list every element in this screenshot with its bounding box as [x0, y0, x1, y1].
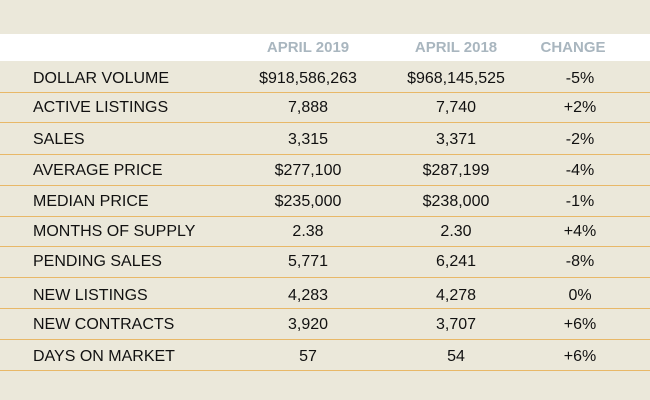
value-april-2018: 4,278 [435, 287, 477, 304]
row-divider [0, 308, 650, 309]
row-label: NEW CONTRACTS [33, 316, 175, 333]
value-april-2018: 6,241 [435, 253, 477, 270]
row-label: MEDIAN PRICE [33, 193, 149, 210]
column-header-april-2018: APRIL 2018 [414, 39, 498, 56]
row-label: DOLLAR VOLUME [33, 70, 170, 87]
row-divider [0, 246, 650, 247]
value-april-2018: 54 [447, 348, 465, 365]
row-label: MONTHS OF SUPPLY [33, 223, 196, 240]
row-divider [0, 122, 650, 123]
value-april-2018: 3,371 [435, 131, 477, 148]
row-label: AVERAGE PRICE [33, 162, 163, 179]
value-change: +4% [563, 223, 597, 240]
table-row: DOLLAR VOLUME $918,586,263 $968,145,525 -5% [0, 65, 650, 93]
value-change: 0% [568, 287, 592, 304]
value-april-2019: 2.38 [292, 223, 324, 240]
value-change: +2% [563, 99, 597, 116]
table-row: NEW CONTRACTS 3,920 3,707 +6% [0, 311, 650, 339]
value-change: -2% [565, 131, 595, 148]
row-label: DAYS ON MARKET [33, 348, 175, 365]
row-label: SALES [33, 131, 85, 148]
row-divider [0, 216, 650, 217]
value-april-2019: 5,771 [287, 253, 329, 270]
table-row: MEDIAN PRICE $235,000 $238,000 -1% [0, 188, 650, 216]
row-label: NEW LISTINGS [33, 287, 148, 304]
row-divider [0, 185, 650, 186]
value-april-2019: 7,888 [287, 99, 329, 116]
row-divider [0, 277, 650, 278]
table-row: AVERAGE PRICE $277,100 $287,199 -4% [0, 157, 650, 185]
value-april-2018: $968,145,525 [407, 70, 505, 87]
value-april-2019: 3,315 [287, 131, 329, 148]
value-change: -8% [565, 253, 595, 270]
value-april-2019: $918,586,263 [259, 70, 357, 87]
table-row: SALES 3,315 3,371 -2% [0, 126, 650, 154]
value-april-2019: 57 [299, 348, 317, 365]
value-change: -5% [565, 70, 595, 87]
row-divider [0, 154, 650, 155]
table-row: NEW LISTINGS 4,283 4,278 0% [0, 282, 650, 310]
value-april-2019: $277,100 [274, 162, 342, 179]
table-row: ACTIVE LISTINGS 7,888 7,740 +2% [0, 94, 650, 122]
row-divider [0, 370, 650, 371]
table-row: DAYS ON MARKET 57 54 +6% [0, 343, 650, 371]
table-header: APRIL 2019 APRIL 2018 CHANGE [0, 34, 650, 61]
value-change: -4% [565, 162, 595, 179]
row-label: PENDING SALES [33, 253, 162, 270]
value-april-2019: 4,283 [287, 287, 329, 304]
row-divider [0, 92, 650, 93]
value-april-2018: $238,000 [422, 193, 490, 210]
table-row: MONTHS OF SUPPLY 2.38 2.30 +4% [0, 218, 650, 246]
row-label: ACTIVE LISTINGS [33, 99, 169, 116]
value-april-2018: 2.30 [440, 223, 472, 240]
value-april-2018: 7,740 [435, 99, 477, 116]
row-divider [0, 339, 650, 340]
value-april-2018: $287,199 [422, 162, 490, 179]
table-row: PENDING SALES 5,771 6,241 -8% [0, 248, 650, 276]
value-change: -1% [565, 193, 595, 210]
value-change: +6% [563, 348, 597, 365]
value-april-2019: $235,000 [274, 193, 342, 210]
value-april-2018: 3,707 [435, 316, 477, 333]
column-header-change: CHANGE [540, 39, 606, 56]
value-april-2019: 3,920 [287, 316, 329, 333]
column-header-april-2019: APRIL 2019 [266, 39, 350, 56]
value-change: +6% [563, 316, 597, 333]
